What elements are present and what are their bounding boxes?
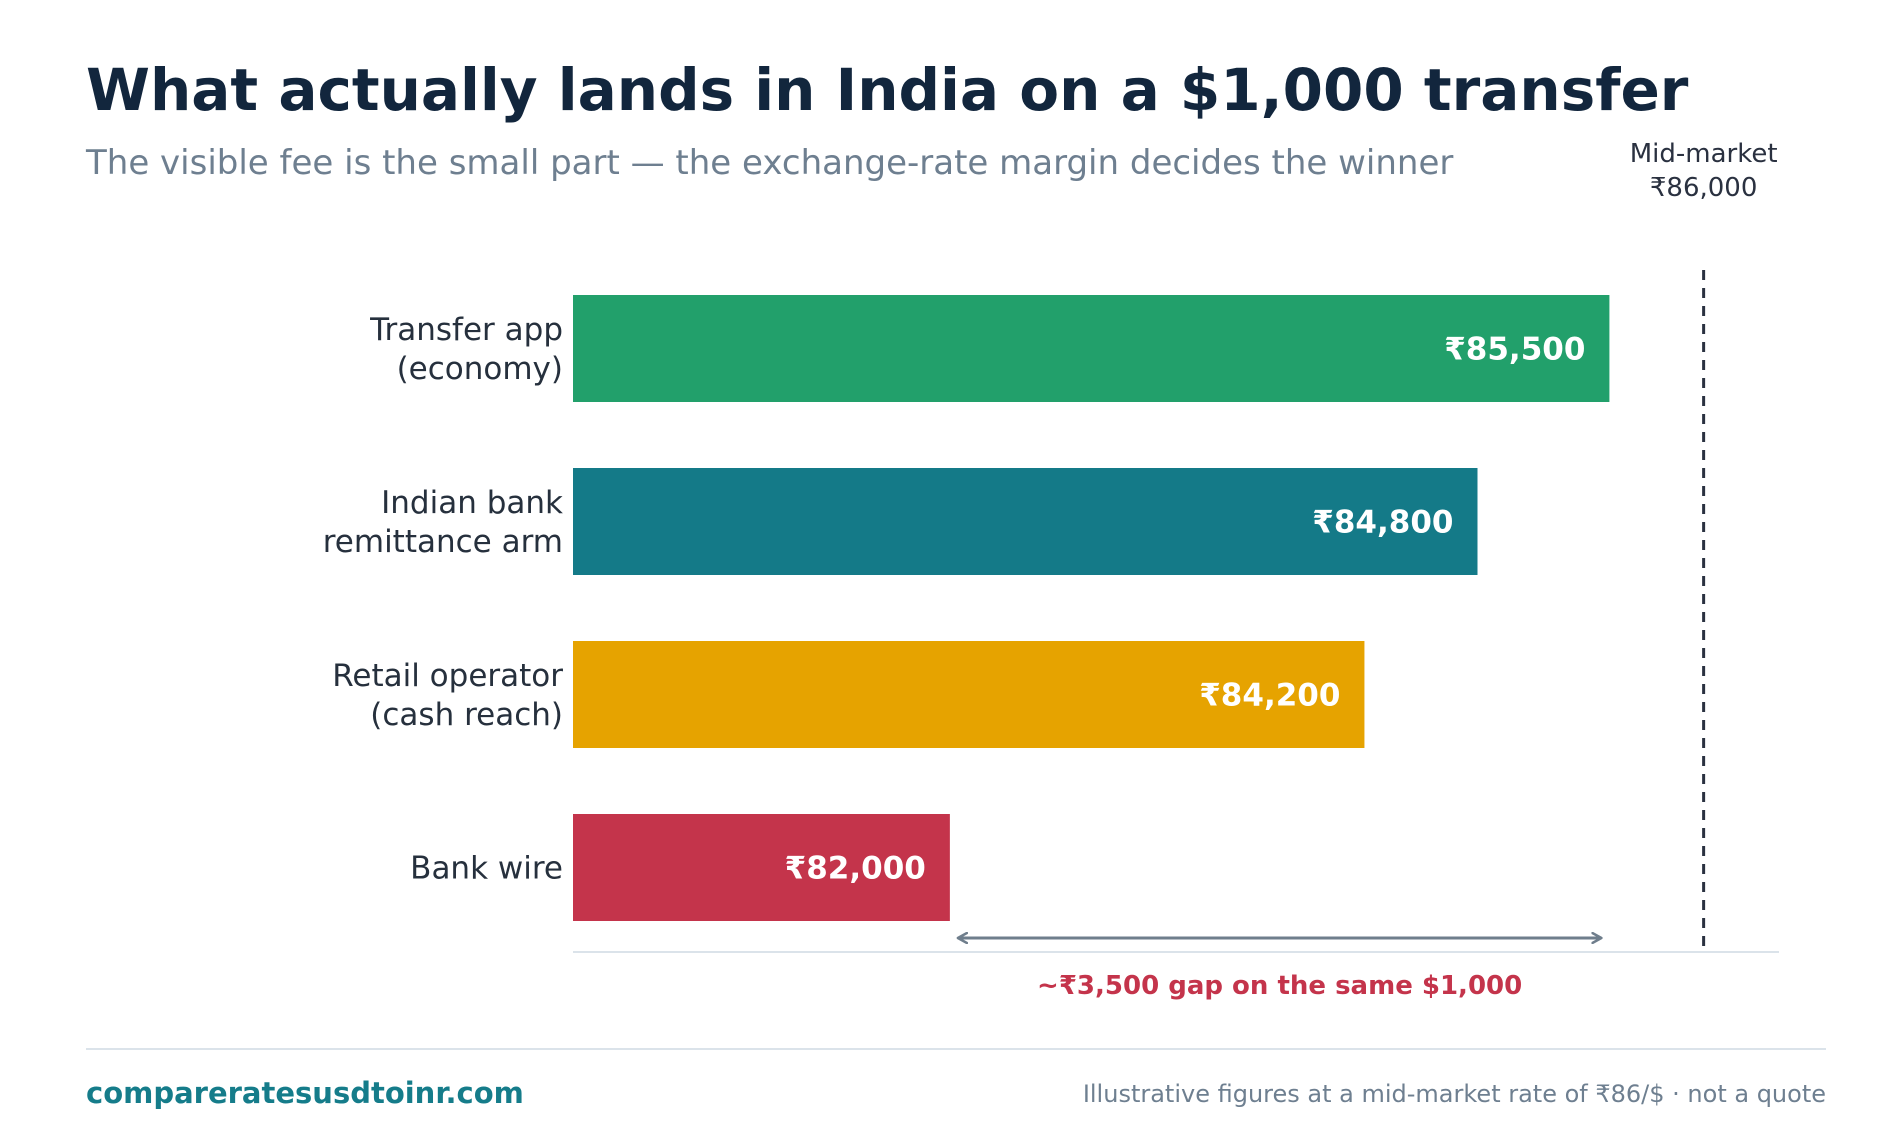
bar-value-label: ₹84,800 — [1312, 505, 1453, 541]
bar[interactable] — [573, 641, 1365, 748]
category-label: Indian bank remittance arm — [323, 485, 563, 560]
reference-line-label: Mid-market — [1630, 139, 1778, 169]
chart-subtitle: The visible fee is the small part — the … — [86, 143, 1454, 183]
bar-value-label: ₹85,500 — [1444, 332, 1585, 368]
bar-value-label: ₹82,000 — [785, 851, 926, 887]
bar-chart: ₹85,500 Transfer app (economy) ₹84,800 India… — [323, 139, 1779, 1001]
footer-divider — [86, 1048, 1826, 1050]
reference-line-value: ₹86,000 — [1650, 173, 1758, 203]
bar[interactable] — [573, 814, 950, 921]
gap-annotation-label: ~₹3,500 gap on the same $1,000 — [1037, 971, 1522, 1001]
bar[interactable] — [573, 468, 1478, 575]
category-label: Retail operator (cash reach) — [332, 658, 563, 733]
bar-value-label: ₹84,200 — [1199, 678, 1340, 714]
category-label: Transfer app (economy) — [369, 312, 563, 387]
chart-title: What actually lands in India on a $1,000… — [86, 56, 1689, 124]
footer-note: Illustrative figures at a mid-market rat… — [1082, 1080, 1826, 1108]
site-name[interactable]: compareratesusdtoinr.com — [86, 1076, 524, 1110]
bar[interactable] — [573, 295, 1610, 402]
category-label: Bank wire — [410, 851, 563, 887]
